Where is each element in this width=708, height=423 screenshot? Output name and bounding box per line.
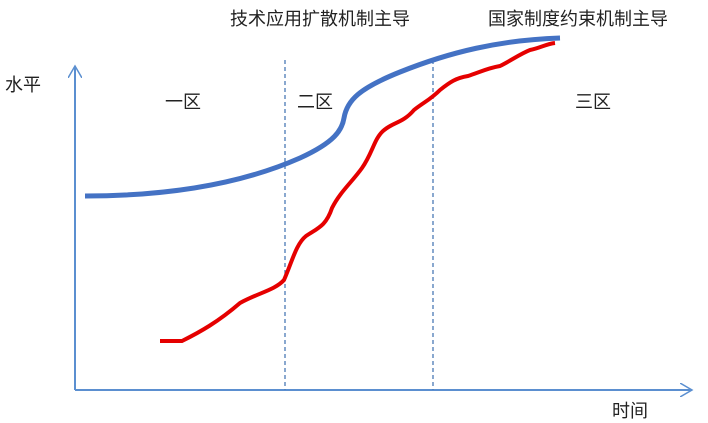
x-axis-label: 时间 [612,401,648,422]
top-label: 国家制度约束机制主导 [488,9,668,30]
zone-label: 三区 [575,92,611,113]
top-label: 技术应用扩散机制主导 [230,9,410,30]
technology-curve [84,35,561,199]
institution-curve [160,41,556,343]
y-axis-label: 水平 [5,75,41,96]
zone-label: 一区 [165,92,201,113]
zone-label: 二区 [297,92,333,113]
